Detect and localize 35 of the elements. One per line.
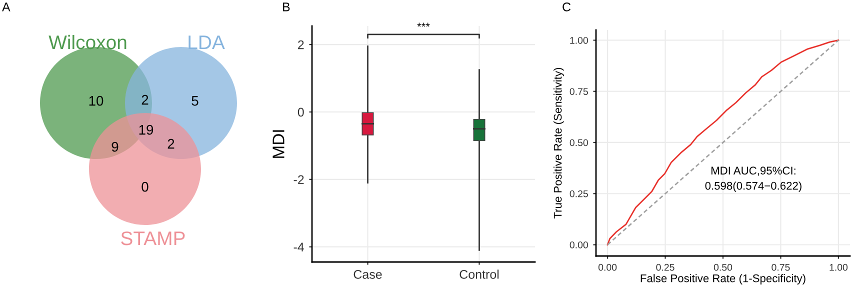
x-tick-label: Case xyxy=(354,270,382,279)
y-axis-title: MDI xyxy=(272,130,284,158)
text: LDA xyxy=(188,36,225,50)
x-axis-title: False Positive Rate (1-Specificity) xyxy=(640,274,806,284)
chart-title: C xyxy=(562,2,571,12)
text: STAMP xyxy=(121,231,185,246)
y-tick-label: 0.25 xyxy=(570,190,588,198)
text: 19 xyxy=(139,124,154,135)
annotation: *** xyxy=(417,22,430,27)
chart-title: B xyxy=(283,2,290,12)
text: Wilcoxon xyxy=(48,34,126,50)
x-tick-label: 0.00 xyxy=(598,264,617,271)
y-tick-label: 0.50 xyxy=(570,139,588,146)
text: 5 xyxy=(192,96,198,106)
y-tick-label: -2 xyxy=(294,175,304,184)
line-series xyxy=(606,40,840,246)
text: A xyxy=(2,2,10,12)
text: 2 xyxy=(168,138,174,149)
annotation: MDI AUC,95%CI: 0.598(0.574−0.622) xyxy=(705,166,802,192)
x-tick-label: 0.50 xyxy=(714,264,732,271)
text: 2 xyxy=(142,94,148,105)
y-tick-label: 0.75 xyxy=(570,88,588,95)
x-tick-label: 0.25 xyxy=(656,264,674,271)
text: 0 xyxy=(142,182,148,192)
x-tick-label: 0.75 xyxy=(772,264,790,271)
y-tick-label: 1.00 xyxy=(570,36,588,44)
y-tick-label: 0.00 xyxy=(570,241,588,248)
x-tick-label: 1.00 xyxy=(830,264,848,271)
text: 9 xyxy=(112,142,118,152)
y-tick-label: 0 xyxy=(298,108,304,117)
text: 10 xyxy=(89,96,104,106)
x-tick-label: Control xyxy=(460,270,499,279)
y-tick-label: -4 xyxy=(294,242,304,252)
y-tick-label: 2 xyxy=(298,40,304,50)
y-axis-title: True Positive Rate (Sensitivity) xyxy=(554,68,564,218)
